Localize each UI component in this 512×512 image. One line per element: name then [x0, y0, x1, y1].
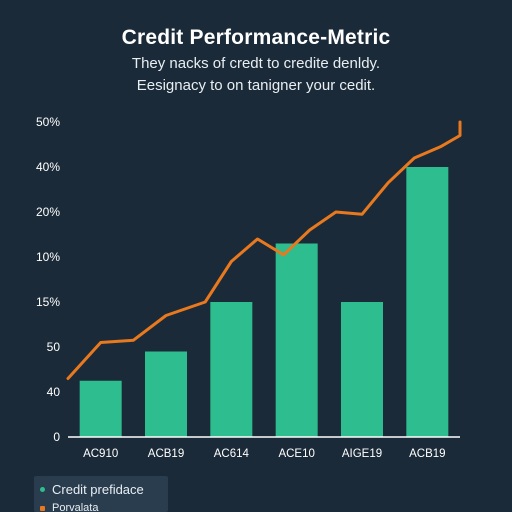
bar — [275, 243, 318, 437]
y-tick-label: 20% — [36, 205, 60, 219]
legend-label: Porvalata — [52, 502, 99, 512]
x-axis-tick-labels: AC910 ACB19 AC614 ACE10 AIGE19 ACB19 — [83, 448, 445, 460]
x-tick-label: AC910 — [83, 448, 118, 460]
legend-swatch — [40, 487, 45, 492]
x-tick-label: AIGE19 — [342, 448, 382, 460]
chart-subtitle-line-1: They nacks of credt to credite denldy. — [131, 55, 381, 72]
legend-item: Porvalata — [40, 502, 98, 512]
bar — [406, 167, 449, 437]
y-tick-label: 10% — [36, 250, 60, 264]
x-tick-label: AC614 — [214, 448, 250, 460]
bar-series — [79, 167, 449, 437]
bar — [210, 302, 253, 437]
y-axis-tick-labels: 0 40 50 15% 10% 20% 40% 50% — [36, 115, 60, 444]
chart-title: Credit Performance-Metric — [121, 26, 391, 49]
line-series — [66, 120, 462, 380]
legend-item: Credit prefidace — [40, 482, 144, 497]
x-tick-label: ACB19 — [148, 448, 184, 460]
legend-label: Credit prefidace — [52, 482, 144, 497]
y-tick-label: 40% — [36, 160, 60, 174]
y-tick-label: 15% — [36, 295, 60, 309]
bar — [341, 302, 383, 437]
y-tick-label: 50 — [47, 340, 61, 354]
legend: Credit prefidace Porvalata — [34, 476, 168, 512]
line-series-path — [66, 120, 462, 380]
y-tick-label: 0 — [53, 430, 60, 444]
chart-subtitle-line-2: Eesignacy to on tanigner your cedit. — [136, 77, 376, 94]
x-tick-label: ACE10 — [278, 448, 314, 460]
bar — [145, 351, 187, 437]
y-tick-label: 50% — [36, 115, 60, 129]
y-tick-label: 40 — [47, 385, 61, 399]
x-tick-label: ACB19 — [409, 448, 445, 460]
bar — [79, 380, 122, 437]
legend-swatch — [40, 505, 45, 511]
